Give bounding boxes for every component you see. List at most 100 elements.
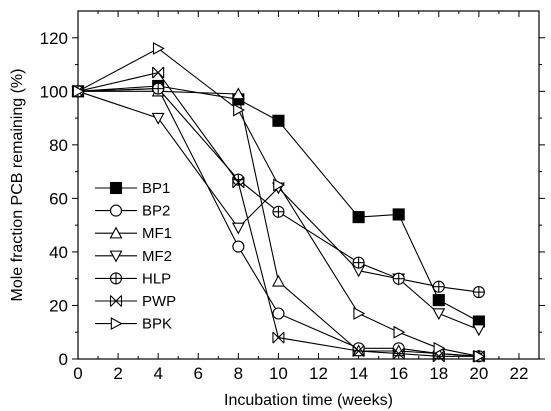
series-line [77,71,479,357]
marker-triangle-right [353,307,366,320]
data-point [232,176,245,189]
legend-item-bpk: BPK [95,316,172,333]
y-tick-label: 100 [40,82,68,101]
y-tick-label: 40 [49,243,68,262]
series-bpk [72,42,486,363]
marker-triangle-down [231,222,245,235]
data-point [233,103,246,117]
x-tick-label: 22 [509,364,528,383]
marker-triangle-right [273,178,286,192]
series-line [77,47,480,357]
data-point [231,87,245,100]
data-point [232,240,245,253]
marker-x-b [352,345,365,357]
marker-triangle-down [109,250,123,263]
y-tick-label: 80 [49,136,68,155]
data-point [352,256,365,269]
y-tick-label: 0 [59,350,68,369]
tick-labels: 0 2 4 6 8 10 12 14 16 18 20 22 0 20 40 60 80 100 120 [40,29,529,383]
data-point [472,286,485,299]
marker-triangle-down [472,324,486,337]
marker-triangle-up [231,87,245,100]
marker-triangle-right [233,103,246,117]
marker-triangle-right [433,341,446,355]
data-point [353,307,366,320]
data-point [109,272,123,285]
data-point [272,307,285,320]
data-point [472,324,486,337]
series-line [77,88,479,293]
x-tick-label: 6 [194,364,203,383]
legend-label: BPK [142,316,172,333]
data-point [432,280,445,293]
x-tick-label: 0 [73,364,82,383]
data-point [432,294,445,307]
x-tick-label: 20 [469,364,488,383]
data-point [473,349,486,363]
data-point [152,82,165,95]
marker-x-b [272,331,285,344]
marker-triangle-up [272,274,285,287]
legend-label: BP1 [142,180,170,197]
marker-triangle-down [151,112,165,125]
data-point [272,274,285,287]
marker-circle [232,240,245,253]
data-point [272,114,285,127]
legend-label: HLP [142,270,171,287]
marker-triangle-right [473,349,486,363]
data-point [393,325,406,339]
marker-square [352,211,365,224]
data-point [432,308,446,321]
legend-item-bp1: BP1 [95,180,170,197]
marker-circle [272,307,285,320]
x-axis-title: Incubation time (weeks) [224,392,393,409]
data-point [352,211,365,224]
legend-label: MF1 [142,225,172,242]
x-tick-label: 2 [113,364,122,383]
marker-triangle-up [109,226,123,239]
data-point [433,341,446,355]
data-point [109,226,123,239]
y-tick-label: 120 [40,29,68,48]
data-point [72,84,85,98]
data-point [110,317,123,331]
marker-x-b [392,347,405,360]
marker-x-b [232,176,245,189]
legend-item-pwp: PWP [95,293,176,310]
x-tick-label: 12 [309,364,328,383]
x-tick-label: 18 [429,364,448,383]
y-tick-label: 20 [49,296,68,315]
legend-item-bp2: BP2 [95,203,170,220]
series-layer [71,42,486,363]
marker-circle [109,204,123,217]
data-point [231,222,245,235]
x-tick-label: 10 [269,364,288,383]
marker-triangle-right [152,42,165,55]
series-mf1 [71,84,486,362]
legend-item-mf1: MF1 [95,225,172,242]
marker-x-b [152,66,165,79]
legend-label: PWP [142,293,176,310]
marker-square [272,114,285,127]
marker-x-b [432,350,445,363]
marker-square [109,181,123,195]
marker-square [432,294,445,307]
data-point [109,204,123,217]
legend-item-hlp: HLP [95,270,171,287]
x-tick-label: 4 [153,364,162,383]
data-point [392,208,405,221]
legend-label: BP2 [142,203,170,220]
y-tick-label: 60 [49,189,68,208]
legend-label: MF2 [142,248,172,265]
plot-frame [77,10,540,360]
legend: BP1 BP2 MF1 MF2 HLP PWP BPK [95,180,176,333]
x-tick-label: 14 [349,364,368,383]
data-point [152,42,165,55]
marker-x-b [110,295,122,307]
y-axis-title: Mole fraction PCB remaining (%) [9,69,26,302]
legend-item-mf2: MF2 [95,248,172,265]
marker-triangle-down [432,308,446,321]
x-tick-label: 16 [389,364,408,383]
marker-triangle-right [110,317,123,331]
